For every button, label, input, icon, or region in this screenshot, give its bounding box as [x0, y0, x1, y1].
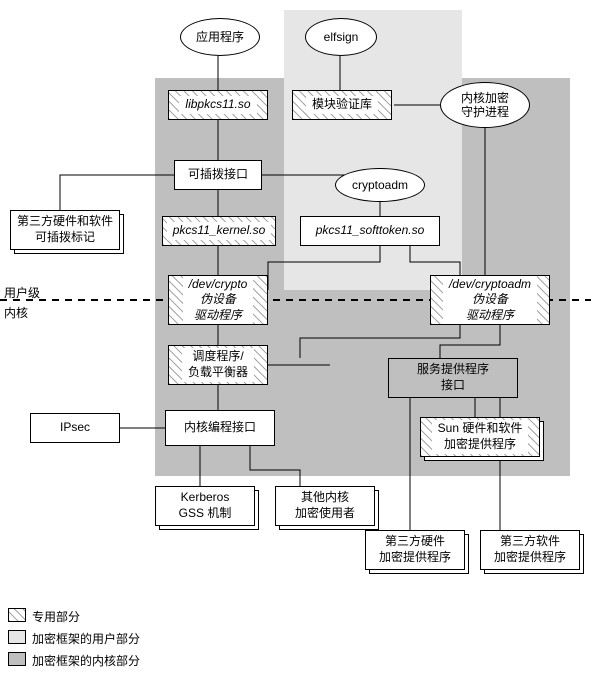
node-pkcs11-kernel-label: pkcs11_kernel.so	[167, 222, 272, 240]
node-modverify: 模块验证库	[292, 90, 392, 120]
node-spi-label: 服务提供程序 接口	[417, 362, 489, 393]
node-third-sw-prov: 第三方软件 加密提供程序	[480, 530, 580, 570]
node-dev-cryptoadm: /dev/cryptoadm 伪设备 驱动程序	[430, 275, 550, 325]
legend-swatch-kernel	[8, 652, 26, 666]
node-dev-cryptoadm-label: /dev/cryptoadm 伪设备 驱动程序	[443, 276, 537, 325]
legend-swatch-private	[8, 608, 26, 622]
node-third-hw-prov-label: 第三方硬件 加密提供程序	[379, 534, 451, 565]
node-dev-crypto-label: /dev/crypto 伪设备 驱动程序	[183, 276, 254, 325]
node-pkcs11-kernel: pkcs11_kernel.so	[162, 216, 276, 246]
node-cryptoadm-label: cryptoadm	[352, 178, 408, 192]
legend-user: 加密框架的用户部分	[32, 630, 140, 647]
node-scheduler-label: 调度程序/ 负载平衡器	[182, 348, 254, 381]
label-user-level: 用户级	[4, 284, 40, 301]
node-pluggable-label: 可插拨接口	[188, 167, 248, 183]
node-pkcs11-soft: pkcs11_softtoken.so	[300, 216, 440, 246]
node-other-kernel-label: 其他内核 加密使用者	[295, 490, 355, 521]
node-thirdparty-hw-label: 第三方硬件和软件 可插拨标记	[17, 214, 113, 245]
node-kcfd-label: 内核加密 守护进程	[461, 91, 509, 120]
node-modverify-label: 模块验证库	[306, 96, 378, 114]
node-kerberos: Kerberos GSS 机制	[155, 486, 255, 526]
node-elfsign-label: elfsign	[324, 30, 359, 44]
node-app: 应用程序	[180, 18, 260, 56]
legend-private: 专用部分	[32, 608, 80, 625]
node-pkcs11-soft-label: pkcs11_softtoken.so	[316, 223, 425, 239]
node-dev-crypto: /dev/crypto 伪设备 驱动程序	[168, 275, 268, 325]
node-libpkcs11: libpkcs11.so	[168, 90, 268, 120]
node-app-label: 应用程序	[196, 30, 244, 44]
node-sun-hw: Sun 硬件和软件 加密提供程序	[420, 417, 540, 457]
node-thirdparty-hw: 第三方硬件和软件 可插拨标记	[10, 210, 120, 250]
node-pluggable: 可插拨接口	[174, 160, 262, 190]
node-kcfd: 内核加密 守护进程	[440, 82, 530, 128]
legend-kernel: 加密框架的内核部分	[32, 652, 140, 669]
node-third-sw-prov-label: 第三方软件 加密提供程序	[494, 534, 566, 565]
label-kernel: 内核	[4, 304, 28, 321]
node-sun-hw-label: Sun 硬件和软件 加密提供程序	[432, 420, 529, 453]
node-libpkcs11-label: libpkcs11.so	[179, 96, 256, 114]
node-kpi-label: 内核编程接口	[184, 420, 256, 436]
node-elfsign: elfsign	[305, 18, 377, 56]
node-ipsec: IPsec	[30, 413, 120, 443]
node-ipsec-label: IPsec	[60, 420, 90, 436]
node-spi: 服务提供程序 接口	[388, 358, 518, 398]
legend-swatch-user	[8, 630, 26, 644]
node-kerberos-label: Kerberos GSS 机制	[179, 490, 232, 521]
node-scheduler: 调度程序/ 负载平衡器	[168, 345, 268, 385]
node-other-kernel: 其他内核 加密使用者	[275, 486, 375, 526]
node-cryptoadm: cryptoadm	[335, 168, 425, 202]
node-kpi: 内核编程接口	[165, 410, 275, 446]
node-third-hw-prov: 第三方硬件 加密提供程序	[365, 530, 465, 570]
